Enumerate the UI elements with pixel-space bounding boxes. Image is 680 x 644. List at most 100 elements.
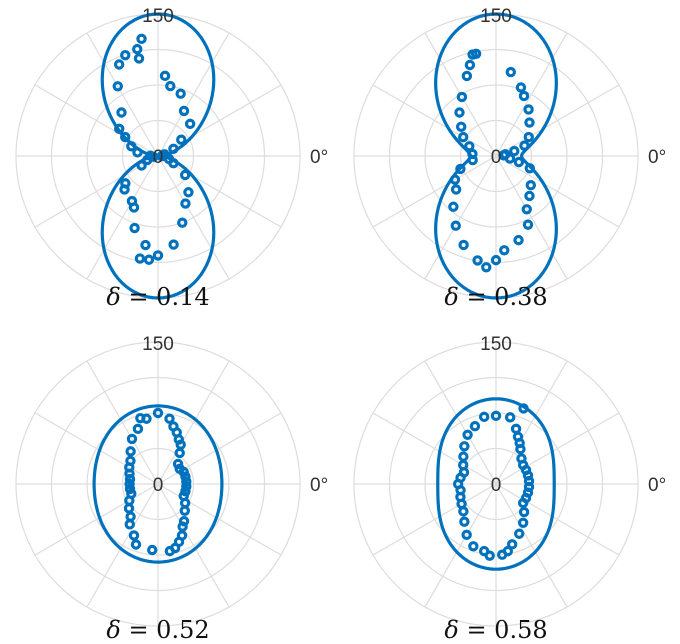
data-point bbox=[174, 447, 185, 459]
chart-caption: δ = 0.14 bbox=[106, 283, 209, 311]
data-point bbox=[126, 433, 138, 445]
caption-symbol: δ bbox=[444, 616, 458, 644]
fit-curve bbox=[92, 404, 224, 564]
polar-chart-1: 0 150 0° δ = 0.14 bbox=[15, 6, 328, 311]
data-point bbox=[184, 118, 196, 130]
data-point bbox=[448, 201, 459, 212]
data-point bbox=[490, 254, 502, 266]
grid-spoke bbox=[34, 412, 159, 485]
data-point bbox=[513, 234, 524, 246]
caption-symbol: δ bbox=[106, 616, 120, 644]
data-point bbox=[114, 123, 125, 135]
data-point bbox=[478, 411, 490, 423]
data-point bbox=[458, 239, 469, 251]
data-point bbox=[458, 131, 469, 143]
data-point bbox=[168, 239, 179, 250]
data-point bbox=[152, 250, 164, 261]
radial-tick-label: 0 bbox=[491, 475, 502, 496]
data-point bbox=[124, 473, 136, 485]
grid-spoke bbox=[372, 84, 497, 157]
grid-spoke bbox=[157, 84, 282, 157]
caption-value: = 0.38 bbox=[459, 283, 548, 311]
radial-tick-label: 0 bbox=[153, 475, 164, 496]
data-point bbox=[521, 204, 532, 215]
data-point bbox=[524, 117, 535, 128]
data-point bbox=[515, 82, 527, 93]
radial-tick-label: 150 bbox=[480, 334, 512, 355]
grid-spoke bbox=[157, 483, 230, 608]
grid-spoke bbox=[372, 155, 497, 228]
fit-curve bbox=[436, 397, 556, 571]
grid-spoke bbox=[157, 360, 230, 485]
data-point bbox=[478, 545, 490, 557]
data-point bbox=[132, 43, 143, 55]
grid-spoke bbox=[495, 483, 568, 608]
caption-symbol: δ bbox=[106, 283, 120, 311]
grid-spoke bbox=[157, 483, 282, 556]
data-point bbox=[168, 157, 179, 169]
data-point bbox=[126, 488, 137, 499]
data-point bbox=[152, 407, 164, 419]
grid-spoke bbox=[495, 84, 620, 157]
data-point bbox=[514, 528, 525, 539]
data-point bbox=[178, 105, 190, 117]
data-point bbox=[472, 255, 483, 266]
data-point bbox=[180, 198, 191, 209]
data-point bbox=[454, 107, 465, 118]
data-point bbox=[172, 458, 184, 470]
data-point bbox=[490, 410, 502, 422]
grid-spoke bbox=[424, 483, 497, 608]
grid-spoke bbox=[495, 360, 568, 485]
data-point bbox=[128, 530, 140, 541]
data-point bbox=[140, 239, 151, 251]
data-point bbox=[177, 521, 188, 532]
data-point bbox=[450, 184, 462, 195]
grid-spoke bbox=[86, 32, 159, 157]
grid-spoke bbox=[495, 155, 568, 280]
data-point bbox=[455, 121, 467, 132]
caption-value: = 0.58 bbox=[459, 616, 548, 644]
data-point bbox=[505, 66, 516, 78]
data-point bbox=[129, 222, 140, 234]
data-point bbox=[456, 91, 468, 103]
data-point bbox=[168, 143, 179, 154]
data-point bbox=[481, 262, 492, 273]
data-point bbox=[147, 544, 158, 556]
chart-caption: δ = 0.52 bbox=[106, 616, 209, 644]
data-point bbox=[116, 107, 127, 118]
angle-tick-label: 0° bbox=[648, 147, 666, 168]
data-point bbox=[177, 217, 188, 228]
data-point bbox=[130, 539, 142, 550]
data-point bbox=[181, 481, 192, 492]
angle-tick-label: 0° bbox=[310, 147, 328, 168]
data-point bbox=[132, 147, 143, 158]
data-point bbox=[523, 104, 534, 115]
caption-value: = 0.14 bbox=[121, 283, 210, 311]
grid-spoke bbox=[424, 155, 497, 280]
data-point bbox=[506, 539, 518, 550]
grid-spoke bbox=[86, 155, 159, 280]
data-point bbox=[524, 163, 536, 174]
data-point bbox=[133, 53, 145, 64]
data-point bbox=[449, 174, 461, 185]
data-point bbox=[468, 541, 479, 552]
data-point bbox=[469, 420, 481, 432]
data-point bbox=[519, 140, 530, 151]
data-point bbox=[124, 478, 135, 490]
polar-chart-2: 0 150 0° δ = 0.38 bbox=[353, 6, 666, 311]
data-point bbox=[113, 59, 125, 70]
data-point bbox=[513, 156, 525, 168]
data-point bbox=[175, 88, 186, 99]
data-point bbox=[467, 49, 478, 60]
data-point bbox=[179, 169, 191, 181]
data-point bbox=[179, 505, 190, 516]
data-point bbox=[183, 187, 194, 198]
data-point bbox=[510, 423, 522, 435]
data-point bbox=[518, 403, 529, 414]
grid-spoke bbox=[34, 483, 159, 556]
data-point bbox=[461, 529, 472, 541]
fit-curve bbox=[100, 12, 216, 300]
data-point bbox=[464, 141, 475, 152]
radial-tick-label: 150 bbox=[480, 6, 512, 27]
